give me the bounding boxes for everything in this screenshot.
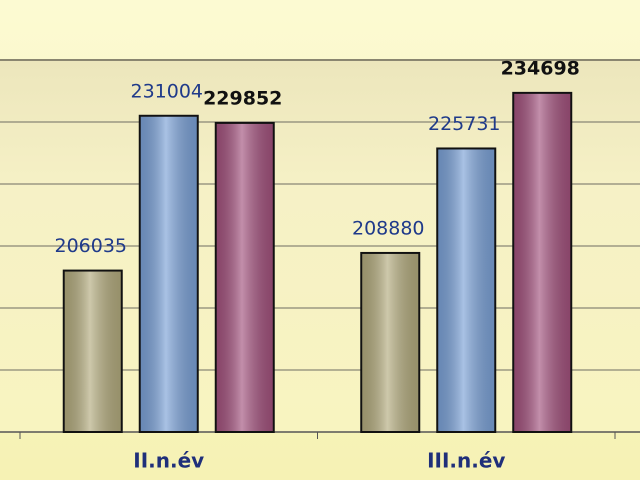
value-label: 225731 (428, 113, 501, 135)
value-label: 208880 (352, 217, 425, 239)
value-label: 231004 (130, 80, 203, 102)
value-label: 229852 (203, 87, 282, 109)
bar (138, 114, 199, 433)
value-label: 234698 (501, 57, 580, 79)
x-tick-label: II.n.év (133, 449, 204, 473)
bar (360, 251, 421, 433)
bar (436, 147, 497, 433)
x-tick-label: III.n.év (427, 449, 505, 473)
value-label: 206035 (54, 235, 127, 257)
bar (62, 269, 123, 434)
bar (512, 91, 573, 433)
bar (214, 121, 275, 433)
